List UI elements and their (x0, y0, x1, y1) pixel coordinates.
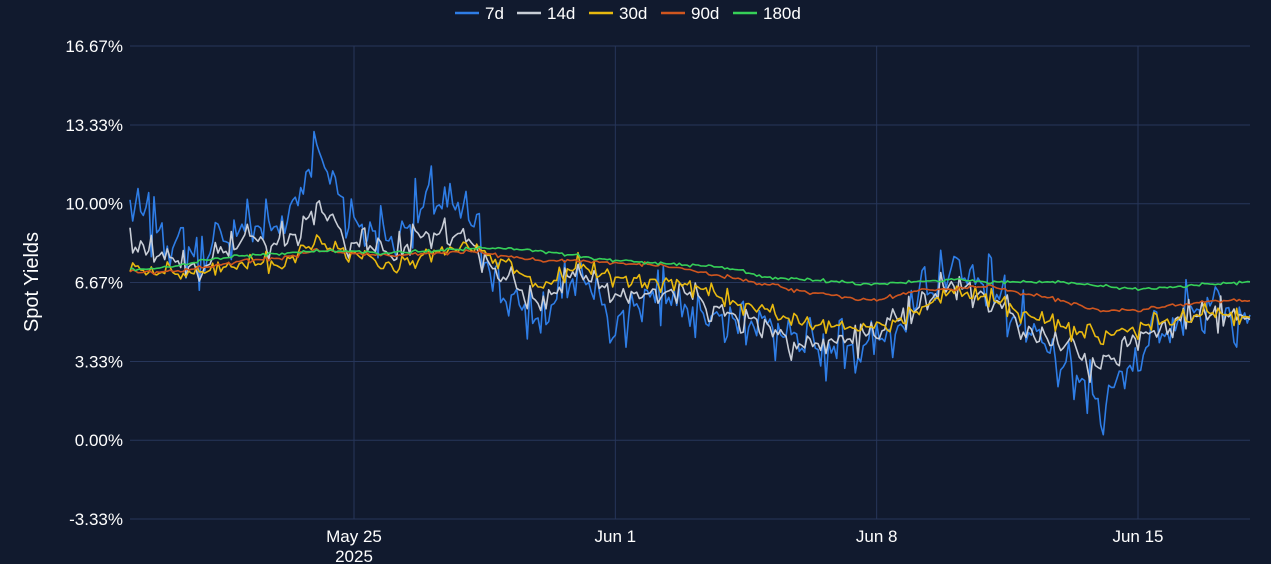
y-tick-label: 6.67% (75, 274, 123, 293)
series-line-14d[interactable] (129, 200, 1251, 383)
legend-label: 7d (485, 4, 504, 23)
legend-item-14d[interactable]: 14d (517, 4, 575, 23)
x-tick-label: Jun 1 (595, 527, 637, 546)
series-line-90d[interactable] (129, 247, 1251, 313)
y-tick-label: -3.33% (69, 510, 123, 529)
series-line-30d[interactable] (129, 234, 1251, 346)
x-tick-sublabel: 2025 (335, 547, 373, 564)
legend-item-90d[interactable]: 90d (661, 4, 719, 23)
y-tick-label: 16.67% (65, 37, 123, 56)
x-tick-label: Jun 8 (856, 527, 898, 546)
y-tick-label: 3.33% (75, 352, 123, 371)
legend[interactable]: 7d 14d 30d 90d 180d (455, 4, 801, 23)
series-layer (129, 130, 1251, 436)
x-tick-label: May 25 (326, 527, 382, 546)
series-line-180d[interactable] (129, 245, 1251, 291)
legend-item-7d[interactable]: 7d (455, 4, 504, 23)
series-line-7d[interactable] (129, 130, 1251, 436)
y-tick-label: 10.00% (65, 195, 123, 214)
legend-item-30d[interactable]: 30d (589, 4, 647, 23)
legend-label: 90d (691, 4, 719, 23)
legend-label: 14d (547, 4, 575, 23)
y-axis-title: Spot Yields (21, 232, 43, 332)
y-tick-label: 13.33% (65, 116, 123, 135)
x-tick-label: Jun 15 (1112, 527, 1163, 546)
y-tick-label: 0.00% (75, 431, 123, 450)
legend-label: 180d (763, 4, 801, 23)
legend-label: 30d (619, 4, 647, 23)
legend-item-180d[interactable]: 180d (733, 4, 801, 23)
axis-layer: 16.67% 13.33% 10.00% 6.67% 3.33% 0.00% -3.33% M… (65, 37, 1163, 564)
